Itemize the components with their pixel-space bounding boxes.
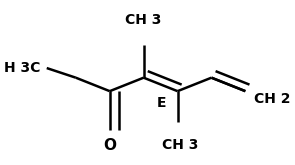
Text: CH 3: CH 3: [125, 13, 162, 27]
Text: CH 2: CH 2: [254, 92, 290, 106]
Text: CH 3: CH 3: [162, 138, 198, 152]
Text: E: E: [157, 96, 167, 110]
Text: O: O: [103, 138, 116, 153]
Text: H 3C: H 3C: [4, 61, 41, 75]
